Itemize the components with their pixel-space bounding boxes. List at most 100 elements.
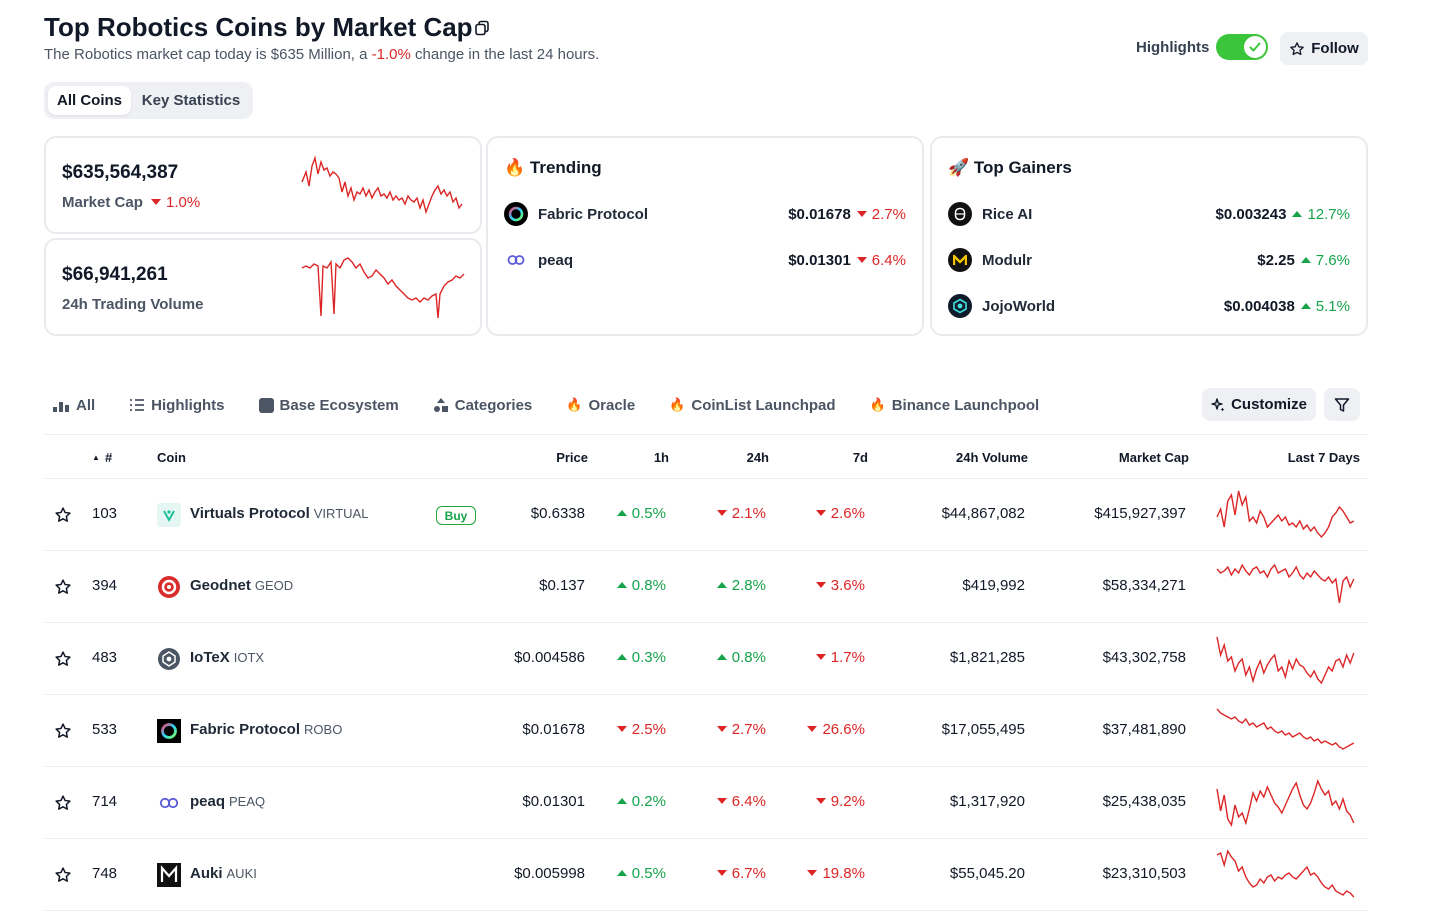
coin-name: peaq bbox=[190, 793, 226, 810]
table-row[interactable]: 748 Auki AUKI $0.005998 0.5% 6.7% 19.8% $… bbox=[44, 839, 1368, 911]
gainer-item[interactable]: Rice AI $0.003243 12.7% bbox=[948, 200, 1350, 228]
col-1h[interactable]: 1h bbox=[653, 450, 669, 465]
trending-card: 🔥 Trending Fabric Protocol $0.01678 2.7%… bbox=[486, 136, 924, 336]
col-24h-volume[interactable]: 24h Volume bbox=[955, 450, 1028, 465]
volume-label: 24h Trading Volume bbox=[62, 296, 204, 313]
coin-name: Fabric Protocol bbox=[190, 721, 301, 738]
rank-cell: 483 bbox=[92, 649, 118, 666]
market-cap-card[interactable]: $635,564,387 Market Cap 1.0% bbox=[44, 136, 482, 234]
volume-sparkline bbox=[301, 257, 465, 319]
star-icon[interactable] bbox=[54, 578, 72, 596]
highlights-toggle[interactable] bbox=[1216, 34, 1268, 60]
star-icon bbox=[1290, 41, 1305, 55]
filter-button[interactable] bbox=[1324, 388, 1360, 421]
table-row[interactable]: 483 IoTeX IOTX $0.004586 0.3% 0.8% 1.7% $… bbox=[44, 623, 1368, 695]
tab-coinlist-launchpad[interactable]: 🔥 CoinList Launchpad bbox=[669, 397, 835, 414]
volume-value: $66,941,261 bbox=[62, 264, 168, 285]
coin-symbol: GEOD bbox=[254, 578, 294, 593]
tab-binance-launchpool[interactable]: 🔥 Binance Launchpool bbox=[870, 397, 1040, 414]
star-icon[interactable] bbox=[54, 650, 72, 668]
coin-cell[interactable]: Virtuals Protocol VIRTUAL bbox=[190, 505, 368, 522]
trending-item[interactable]: Fabric Protocol $0.01678 2.7% bbox=[504, 200, 906, 228]
col-market-cap[interactable]: Market Cap bbox=[1118, 450, 1189, 465]
customize-label: Customize bbox=[1231, 396, 1307, 413]
sort-asc-icon[interactable]: ▲ bbox=[92, 453, 100, 462]
table-row[interactable]: 714 peaq PEAQ $0.01301 0.2% 6.4% 9.2% $1,… bbox=[44, 767, 1368, 839]
copy-icon[interactable] bbox=[474, 20, 490, 36]
trending-title: Trending bbox=[529, 158, 602, 177]
trending-coin-name: peaq bbox=[538, 251, 574, 269]
market-cap-sparkline bbox=[301, 155, 463, 215]
table-row[interactable]: 533 Fabric Protocol ROBO $0.01678 2.5% 2.… bbox=[44, 695, 1368, 767]
tab-all-coins[interactable]: All Coins bbox=[48, 86, 131, 115]
page-title: Top Robotics Coins by Market Cap bbox=[44, 12, 473, 42]
market-cap-cell: $25,438,035 bbox=[1102, 793, 1186, 810]
tab-oracle[interactable]: 🔥 Oracle bbox=[566, 397, 635, 414]
star-icon[interactable] bbox=[54, 794, 72, 812]
market-summary: The Robotics market cap today is $635 Mi… bbox=[44, 46, 599, 63]
up-arrow-icon bbox=[716, 582, 727, 588]
volume-card[interactable]: $66,941,261 24h Trading Volume bbox=[44, 238, 482, 336]
tab-all[interactable]: All bbox=[52, 397, 95, 414]
last-7-days-sparkline bbox=[1216, 849, 1355, 898]
customize-button[interactable]: Customize bbox=[1202, 388, 1316, 421]
iotex-logo-icon bbox=[157, 647, 181, 671]
trending-coin-change: 6.4% bbox=[856, 252, 906, 269]
trending-coin-price: $0.01678 bbox=[788, 205, 851, 223]
up-arrow-icon bbox=[616, 582, 627, 588]
trending-coin-price: $0.01301 bbox=[788, 251, 851, 269]
coin-symbol: IOTX bbox=[233, 650, 265, 665]
change-h1: 0.2% bbox=[616, 793, 666, 810]
coin-cell[interactable]: Fabric Protocol ROBO bbox=[190, 721, 342, 738]
down-arrow-icon bbox=[815, 510, 826, 516]
coin-cell[interactable]: Geodnet GEOD bbox=[190, 577, 293, 594]
table-row[interactable]: 103 Virtuals Protocol VIRTUAL Buy $0.6338… bbox=[44, 479, 1368, 551]
change-d7: 26.6% bbox=[807, 721, 865, 738]
sparkle-icon bbox=[1211, 397, 1225, 411]
follow-button[interactable]: Follow bbox=[1280, 32, 1368, 65]
tab-base-ecosystem-label: Base Ecosystem bbox=[279, 396, 399, 414]
gainer-item[interactable]: JojoWorld $0.004038 5.1% bbox=[948, 292, 1350, 320]
price-cell: $0.01678 bbox=[522, 721, 585, 738]
coins-table: ▲ # Coin Price 1h 24h 7d 24h Volume Mark… bbox=[44, 434, 1368, 911]
gainer-coin-change: 12.7% bbox=[1292, 206, 1350, 223]
summary-change: -1.0% bbox=[371, 46, 411, 63]
down-arrow-icon bbox=[815, 654, 826, 660]
gainer-item[interactable]: Modulr $2.25 7.6% bbox=[948, 246, 1350, 274]
down-arrow-icon bbox=[616, 726, 627, 732]
col-price[interactable]: Price bbox=[556, 450, 588, 465]
virtuals-protocol-logo-icon bbox=[157, 503, 181, 527]
col-last-7-days: Last 7 Days bbox=[1287, 450, 1360, 465]
star-icon[interactable] bbox=[54, 506, 72, 524]
change-h24: 2.7% bbox=[716, 721, 766, 738]
star-icon[interactable] bbox=[54, 722, 72, 740]
down-arrow-icon bbox=[807, 726, 818, 732]
down-arrow-icon bbox=[815, 582, 826, 588]
price-cell: $0.004586 bbox=[514, 649, 585, 666]
change-d7: 9.2% bbox=[815, 793, 865, 810]
star-icon[interactable] bbox=[54, 866, 72, 884]
tab-categories-label: Categories bbox=[454, 396, 533, 414]
tab-key-statistics[interactable]: Key Statistics bbox=[141, 92, 241, 109]
buy-button[interactable]: Buy bbox=[436, 506, 476, 525]
up-arrow-icon bbox=[616, 654, 627, 660]
table-row[interactable]: 394 Geodnet GEOD $0.137 0.8% 2.8% 3.6% $4… bbox=[44, 551, 1368, 623]
tab-categories[interactable]: Categories bbox=[433, 396, 533, 414]
coin-cell[interactable]: IoTeX IOTX bbox=[190, 649, 264, 666]
col-24h[interactable]: 24h bbox=[746, 450, 769, 465]
col-rank[interactable]: # bbox=[105, 450, 113, 465]
coin-cell[interactable]: peaq PEAQ bbox=[190, 793, 265, 810]
fire-icon: 🔥 bbox=[869, 397, 886, 412]
coin-cell[interactable]: Auki AUKI bbox=[190, 865, 257, 882]
change-h24: 2.8% bbox=[716, 577, 766, 594]
trending-header: 🔥 Trending bbox=[504, 158, 602, 178]
modulr-logo-icon bbox=[948, 248, 972, 272]
summary-prefix: The Robotics market cap today is $635 Mi… bbox=[44, 46, 372, 63]
shapes-icon bbox=[433, 398, 448, 412]
col-coin[interactable]: Coin bbox=[157, 450, 186, 465]
tab-highlights[interactable]: Highlights bbox=[129, 397, 225, 414]
category-tabs: All Highlights Base Ecosystem Categories… bbox=[44, 388, 1073, 422]
tab-base-ecosystem[interactable]: Base Ecosystem bbox=[258, 396, 399, 414]
col-7d[interactable]: 7d bbox=[852, 450, 868, 465]
trending-item[interactable]: peaq $0.01301 6.4% bbox=[504, 246, 906, 274]
